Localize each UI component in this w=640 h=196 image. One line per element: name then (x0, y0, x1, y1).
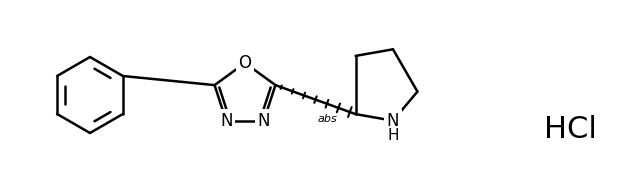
Text: N: N (257, 112, 270, 130)
Text: H: H (387, 128, 399, 143)
Text: O: O (239, 54, 252, 72)
Text: HCl: HCl (543, 115, 596, 144)
Text: N: N (387, 112, 399, 130)
Text: abs: abs (318, 114, 337, 124)
Text: N: N (220, 112, 232, 130)
